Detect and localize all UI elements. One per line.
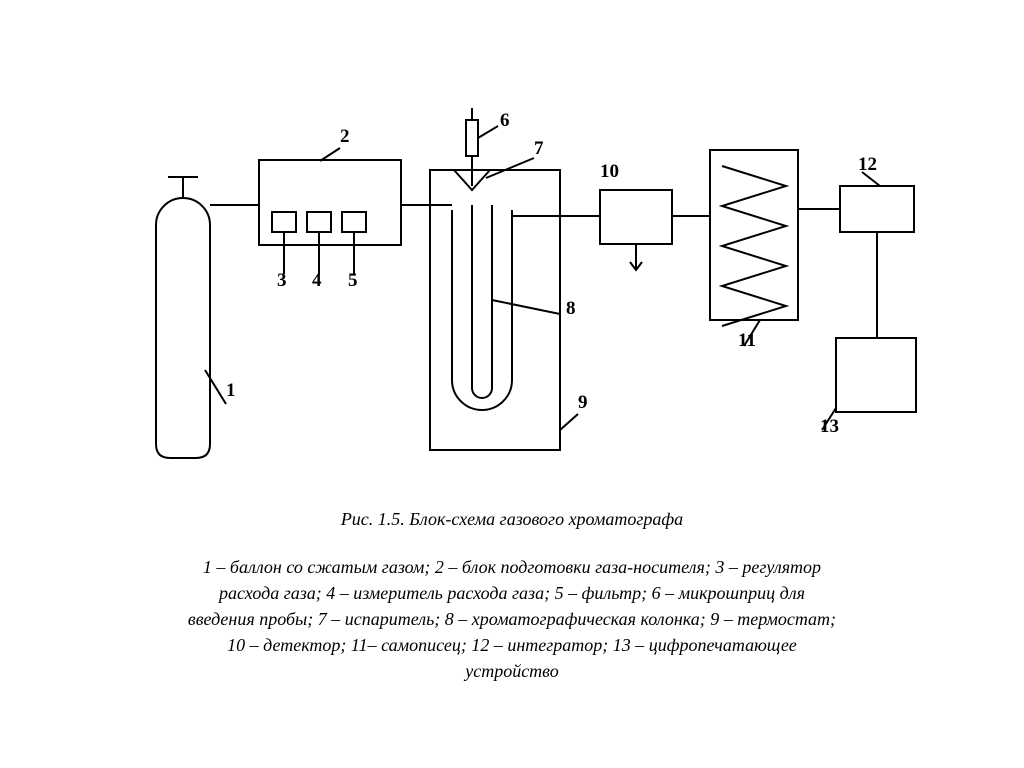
part-label: 11: [738, 330, 756, 351]
part-label: 5: [348, 270, 358, 291]
part-label: 7: [534, 138, 544, 159]
legend-line: введения пробы; 7 – испаритель; 8 – хром…: [0, 606, 1024, 632]
legend-line: устройство: [0, 658, 1024, 684]
part-label: 3: [277, 270, 287, 291]
gas-cylinder: [156, 198, 210, 458]
detector: [600, 190, 672, 244]
printer: [836, 338, 916, 412]
legend-line: расхода газа; 4 – измеритель расхода газ…: [0, 580, 1024, 606]
part-label: 13: [820, 416, 839, 437]
figure-caption: Рис. 1.5. Блок-схема газового хроматогра…: [0, 506, 1024, 532]
part-label: 2: [340, 126, 350, 147]
part-label: 10: [600, 161, 619, 182]
flowmeter: [307, 212, 331, 232]
column-outer: [452, 210, 512, 410]
legend-line: 10 – детектор; 11– самописец; 12 – интег…: [0, 632, 1024, 658]
figure-legend: 1 – баллон со сжатым газом; 2 – блок под…: [0, 554, 1024, 684]
filter: [342, 212, 366, 232]
microsyringe: [466, 120, 478, 156]
chromatograph-diagram: 12345678910111213: [0, 0, 1024, 500]
part-label: 6: [500, 110, 510, 131]
part-label: 9: [578, 392, 588, 413]
regulator: [272, 212, 296, 232]
part-label: 4: [312, 270, 322, 291]
part-label: 8: [566, 298, 576, 319]
legend-line: 1 – баллон со сжатым газом; 2 – блок под…: [0, 554, 1024, 580]
caption-title: Рис. 1.5. Блок-схема газового хроматогра…: [0, 506, 1024, 532]
part-label: 12: [858, 154, 877, 175]
part-label: 1: [226, 380, 236, 401]
integrator: [840, 186, 914, 232]
